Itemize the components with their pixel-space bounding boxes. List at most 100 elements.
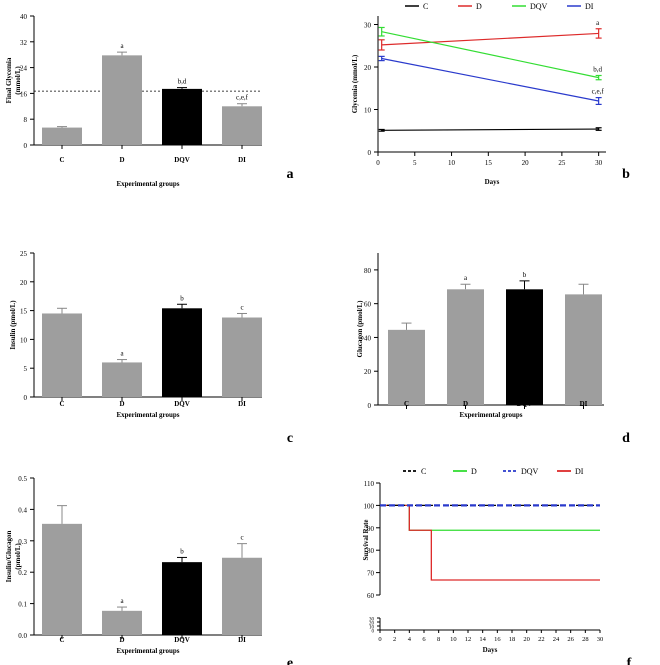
panel-d-category-label: C <box>404 400 409 408</box>
panel-f-y-tick-label: 20 <box>369 622 375 627</box>
panel-f-x-tick-label: 14 <box>479 636 486 643</box>
panel-f-y-tick-label: 90 <box>367 525 375 533</box>
panel-e-x-axis-label: Experimental groups <box>116 647 179 655</box>
panel-a-y-tick-label: 0 <box>24 142 28 150</box>
panel-c-y-tick-label: 10 <box>20 336 28 344</box>
panel-c-category-label: DQV <box>174 400 190 408</box>
panel-f-series-line <box>380 504 600 531</box>
panel-f-legend-label: C <box>421 467 426 476</box>
panel-e-sig-label: c <box>240 534 243 542</box>
panel-b-x-tick-label: 5 <box>413 159 417 167</box>
panel-f-x-tick-label: 8 <box>437 636 440 643</box>
panel-a-category-label: DQV <box>174 156 190 164</box>
panel-b-legend-label: C <box>423 2 428 11</box>
panel-e-bar <box>162 562 202 635</box>
panel-d-bar <box>447 289 484 405</box>
panel-c-category-label: C <box>59 400 64 408</box>
panel-c-y-tick-label: 5 <box>24 365 28 373</box>
panel-b-sig-label: b,d <box>593 66 602 74</box>
panel-e-category-label: DQV <box>174 636 190 644</box>
panel-b-sig-label: c,e,f <box>592 88 605 96</box>
panel-c-category-label: D <box>119 400 124 408</box>
panel-a-y-tick-label: 40 <box>20 13 28 21</box>
panel-f-x-tick-label: 0 <box>378 636 381 643</box>
panel-d-x-axis-label: Experimental groups <box>459 411 522 419</box>
panel-b-legend-label: D <box>476 2 482 11</box>
panel-d-y-axis-label: Glucagon (pmol/L) <box>356 300 364 358</box>
panel-f-series-line <box>380 504 600 581</box>
panel-f-x-tick-label: 24 <box>553 636 560 643</box>
panel-f-x-tick-label: 22 <box>538 636 545 643</box>
panel-d-sig-label: a <box>464 274 468 282</box>
panel-d-y-tick-label: 0 <box>368 402 372 410</box>
panel-d-sig-label: b <box>523 271 527 279</box>
panel-e-y-tick-label: 0.4 <box>18 506 27 514</box>
panel-d-bar <box>388 329 425 405</box>
panel-f-legend-label: D <box>471 467 477 476</box>
panel-c-bar <box>222 317 262 397</box>
panel-b-y-axis-label: Glycemia (mmol/L) <box>351 54 359 113</box>
panel-b-x-tick-label: 0 <box>376 159 380 167</box>
panel-a-bar <box>102 55 142 145</box>
panel-c-y-tick-label: 25 <box>20 250 28 258</box>
panel-e-bar <box>102 610 142 635</box>
panel-f-y-tick-label: 10 <box>369 626 375 631</box>
panel-e-y-tick-label: 0.1 <box>18 601 27 609</box>
panel-a-y-tick-label: 8 <box>24 116 28 124</box>
panel-d-bar <box>506 289 543 405</box>
panel-c-y-axis-label: Insulin (pmol/L) <box>9 300 17 350</box>
panel-f-x-tick-label: 6 <box>422 636 426 643</box>
panel-a-x-axis-label: Experimental groups <box>116 180 179 188</box>
panel-f-x-tick-label: 16 <box>494 636 501 643</box>
panel-b-x-tick-label: 20 <box>522 159 530 167</box>
panel-f-y-tick-label: 60 <box>367 592 375 600</box>
panel-f-x-tick-label: 26 <box>567 636 574 643</box>
panel-b-legend-label: DQV <box>530 2 548 11</box>
panel-e-category-label: C <box>59 636 64 644</box>
panel-f-y-tick-label: 70 <box>367 570 375 578</box>
panel-label-c: c <box>287 431 293 446</box>
panel-e-category-label: D <box>119 636 124 644</box>
panel-e-sig-label: b <box>180 547 184 555</box>
panel-c-bar <box>162 308 202 397</box>
panel-e-bar <box>42 523 82 635</box>
panel-b-y-tick-label: 0 <box>368 149 372 157</box>
panel-label-f: f <box>627 656 632 665</box>
panel-a-y-tick-label: 32 <box>20 39 28 47</box>
panel-d-bar <box>565 294 602 405</box>
panel-f-y-tick-label: 110 <box>364 480 375 488</box>
panel-label-a: a <box>287 167 294 182</box>
panel-e-y-axis-label: Insulin/Glucagon <box>5 531 13 583</box>
panel-c-y-tick-label: 20 <box>20 279 28 287</box>
panel-a-sig-label: b,d <box>178 78 187 86</box>
panel-d-category-label: DQV <box>517 400 533 408</box>
panel-b-x-tick-label: 15 <box>485 159 493 167</box>
panel-b-legend-label: DI <box>585 2 594 11</box>
panel-d-y-tick-label: 40 <box>364 334 372 342</box>
panel-e-y-tick-label: 0.0 <box>18 632 27 640</box>
panel-e-y-axis-label-unit: (pmol/L) <box>14 543 22 570</box>
panel-f-x-tick-label: 30 <box>597 636 604 643</box>
panel-f-x-tick-label: 20 <box>523 636 530 643</box>
panel-f-y-tick-label: 0 <box>372 630 375 635</box>
panel-f-x-tick-label: 10 <box>450 636 457 643</box>
panel-e-y-tick-label: 0.5 <box>18 475 27 483</box>
panel-e-sig-label: a <box>120 597 124 605</box>
panel-f-y-tick-label: 80 <box>367 547 375 555</box>
panel-d-y-tick-label: 20 <box>364 368 372 376</box>
panel-c-sig-label: b <box>180 294 184 302</box>
panel-label-b: b <box>622 167 630 182</box>
panel-e-bar <box>222 557 262 635</box>
panel-a-bar <box>222 106 262 145</box>
panel-a-category-label: C <box>59 156 64 164</box>
panel-c-y-tick-label: 15 <box>20 308 28 316</box>
panel-b-x-tick-label: 25 <box>558 159 566 167</box>
panel-d-y-tick-label: 80 <box>364 267 372 275</box>
panel-a-bar <box>162 88 202 145</box>
panel-b-x-tick-label: 30 <box>595 159 603 167</box>
panel-f-x-tick-label: 12 <box>465 636 472 643</box>
panel-f-x-axis-label: Days <box>483 646 498 654</box>
panel-f-x-tick-label: 18 <box>509 636 516 643</box>
panel-b-series-line <box>381 32 599 46</box>
